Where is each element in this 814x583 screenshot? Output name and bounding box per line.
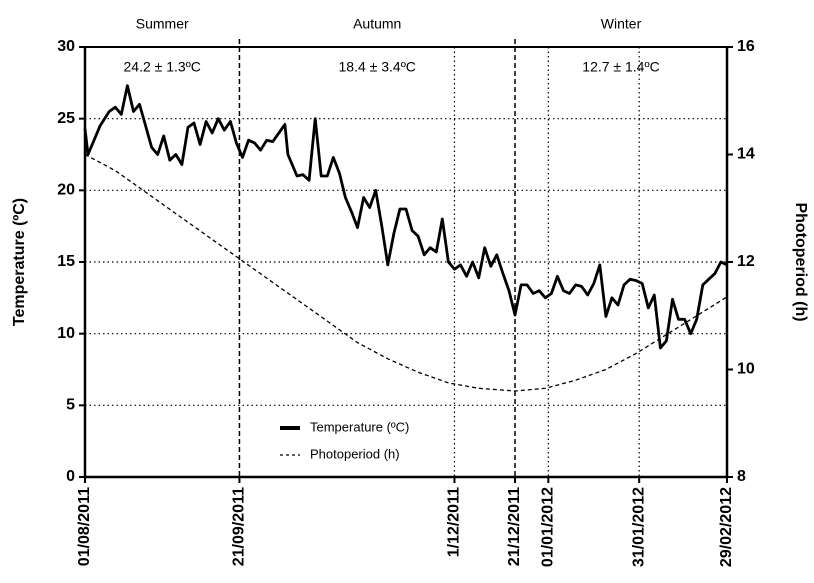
y-tick-label: 0 [66, 468, 75, 485]
y-tick-label: 10 [57, 325, 75, 342]
series-line [84, 153, 728, 392]
y-tick-label: 20 [57, 182, 75, 199]
x-tick-label: 01/01/2012 [540, 487, 557, 567]
y-tick-label: 30 [57, 38, 75, 55]
legend-label: Temperature (ºC) [310, 419, 409, 434]
season-label: Summer [136, 16, 189, 32]
season-label: Winter [601, 16, 642, 32]
y-tick-label: 25 [57, 110, 75, 127]
y-tick-label: 5 [66, 397, 75, 414]
season-mean: 12.7 ± 1.4ºC [582, 59, 659, 75]
series-line [83, 84, 728, 350]
season-mean: 24.2 ± 1.3ºC [124, 59, 201, 75]
legend-label: Photoperiod (h) [310, 446, 400, 461]
y2-axis-label: Photoperiod (h) [792, 202, 809, 321]
y-tick-label: 15 [57, 253, 75, 270]
y2-tick-label: 16 [737, 38, 755, 55]
y2-tick-label: 10 [737, 361, 755, 378]
season-mean: 18.4 ± 3.4ºC [339, 59, 416, 75]
season-label: Autumn [353, 16, 401, 32]
y2-tick-label: 14 [737, 146, 755, 163]
x-tick-label: 29/02/2012 [718, 487, 735, 567]
y-axis-label: Temperature (ºC) [11, 198, 28, 326]
y2-tick-label: 12 [737, 253, 755, 270]
y2-tick-label: 8 [737, 468, 746, 485]
x-tick-label: 21/12/2011 [506, 487, 523, 566]
x-tick-label: 21/09/2011 [231, 487, 248, 566]
x-tick-label: 01/08/2011 [76, 487, 93, 566]
x-tick-label: 1/12/2011 [446, 487, 463, 557]
x-tick-label: 31/01/2012 [630, 487, 647, 567]
